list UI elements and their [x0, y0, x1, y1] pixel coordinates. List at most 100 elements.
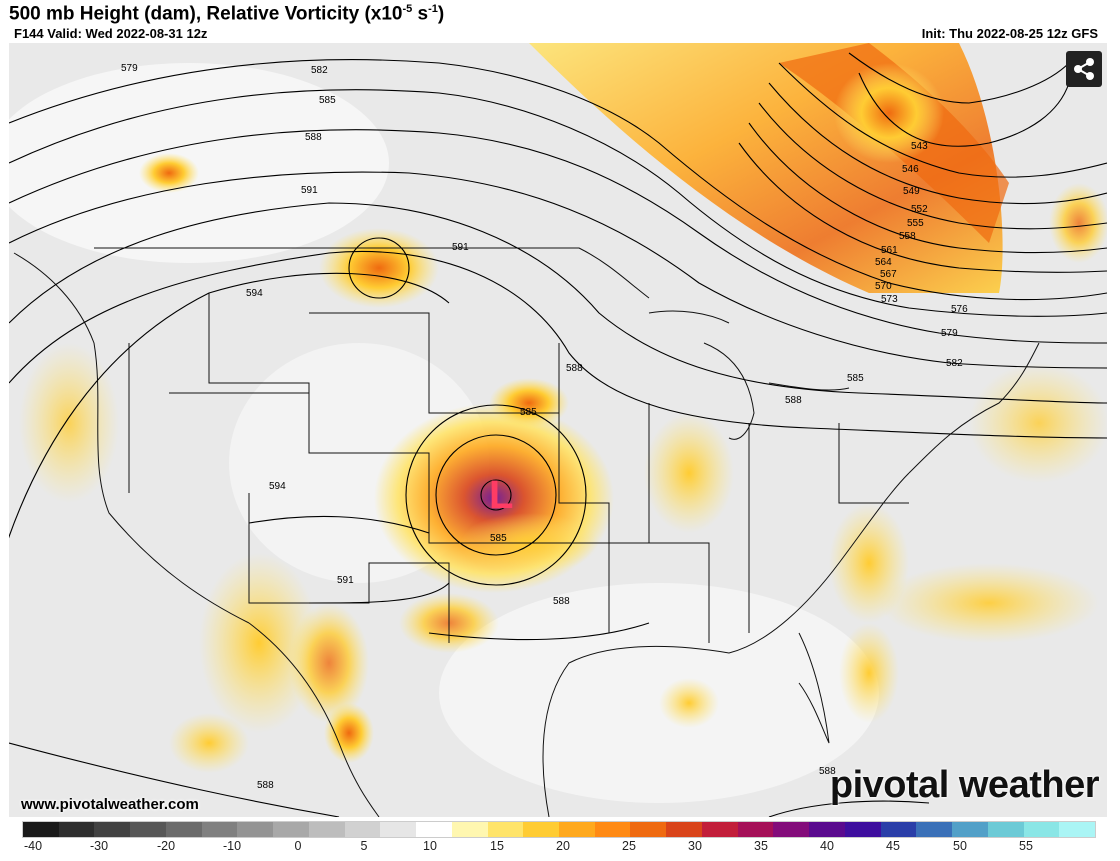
colorbar-swatch	[416, 822, 452, 837]
lake-erie	[768, 382, 850, 391]
lake-michigan	[703, 342, 755, 440]
contour-label-558: 558	[899, 231, 916, 242]
neutral-shade	[439, 583, 879, 803]
colorbar-tick-label: 20	[556, 839, 570, 853]
map-canvas: 579 582 585 588 591 591 594 594 591 585 …	[9, 43, 1107, 817]
contour-label-591: 591	[337, 575, 354, 586]
colorbar-swatch	[594, 822, 631, 837]
title-main: 500 mb Height (dam), Relative Vorticity …	[9, 3, 403, 25]
colorbar-tick-label: 35	[754, 839, 768, 853]
colorbar-tick-label: 25	[622, 839, 636, 853]
colorbar-tick-label: 45	[886, 839, 900, 853]
height-contours	[9, 59, 1107, 817]
title-exponent-2: -1	[428, 3, 438, 15]
state-lines	[748, 423, 909, 633]
contour-label-567: 567	[880, 269, 897, 280]
colorbar-swatch	[344, 822, 381, 837]
contour-label-588: 588	[257, 780, 274, 791]
colorbar-swatch	[23, 822, 59, 837]
title-mid: s	[412, 3, 429, 25]
title-end: )	[437, 3, 445, 25]
colorbar-swatch	[523, 822, 560, 837]
gulf-atlantic-coast	[542, 472, 910, 817]
contour-label-579: 579	[941, 328, 958, 339]
valid-time: F144 Valid: Wed 2022-08-31 12z	[14, 26, 208, 41]
colorbar-swatch	[380, 822, 417, 837]
colorbar-swatch	[58, 822, 95, 837]
share-button[interactable]	[1066, 51, 1102, 87]
contour-label-582: 582	[311, 65, 328, 76]
state-lines	[248, 493, 450, 643]
state-lines	[208, 293, 649, 544]
contour-label-588: 588	[819, 766, 836, 777]
title-exponent-1: -5	[402, 3, 413, 15]
contour-label-591: 591	[301, 185, 318, 196]
colorbar-tick-label: -10	[222, 839, 242, 853]
neutral-shade	[9, 63, 389, 263]
colorbar-swatch	[130, 822, 166, 837]
contour-label-588: 588	[785, 395, 802, 406]
colorbar-swatch	[880, 822, 917, 837]
contour-label-585: 585	[847, 373, 864, 384]
contour-label-579: 579	[121, 63, 138, 74]
colorbar-tick-label: -30	[89, 839, 109, 853]
contour-label-552: 552	[911, 204, 928, 215]
florida-peninsula	[798, 632, 830, 744]
colorbar-ticks: -40 -30 -20 -10 0 5 10 15 20 25 30 35 40 45 50 55	[0, 839, 1120, 857]
contour-label-591: 591	[452, 242, 469, 253]
contour-label-561: 561	[881, 245, 898, 256]
contour-label-543: 543	[911, 141, 928, 152]
colorbar-tick-label: -40	[23, 839, 43, 853]
mexico-pacific-coast	[248, 622, 380, 817]
colorbar-swatch	[487, 822, 524, 837]
contour-label-564: 564	[875, 257, 892, 268]
colorbar-tick-label: -20	[156, 839, 176, 853]
colorbar-swatch	[809, 822, 845, 837]
colorbar-tick-label: 5	[360, 839, 368, 853]
contour-label-588: 588	[305, 132, 322, 143]
colorbar-swatch	[844, 822, 881, 837]
colorbar-tick-label: 30	[688, 839, 702, 853]
lake-superior	[648, 310, 730, 324]
colorbar-swatch	[1023, 822, 1060, 837]
colorbar-swatch	[666, 822, 702, 837]
state-lines	[648, 403, 710, 643]
contour-label-594: 594	[246, 288, 263, 299]
colorbar-tick-label: 55	[1019, 839, 1033, 853]
colorbar-swatch	[273, 822, 309, 837]
west-coastline	[13, 252, 250, 624]
colorbar-tick-label: 50	[953, 839, 967, 853]
share-icon	[1074, 58, 1094, 80]
trough-contours	[738, 52, 1107, 273]
colorbar-swatch	[308, 822, 345, 837]
contour-label-594: 594	[269, 481, 286, 492]
contour-label-588: 588	[566, 363, 583, 374]
canada-border	[94, 247, 650, 299]
chart-title: 500 mb Height (dam), Relative Vorticity …	[9, 3, 444, 25]
colorbar-swatch	[451, 822, 488, 837]
contour-label-585: 585	[490, 533, 507, 544]
weather-map[interactable]: 579 582 585 588 591 591 594 594 591 585 …	[9, 43, 1107, 817]
colorbar-tick-label: 10	[423, 839, 437, 853]
colorbar-swatch	[94, 822, 131, 837]
contour-labels: 579 582 585 588 591 591 594 594 591 585 …	[121, 63, 968, 791]
state-lines	[128, 343, 309, 493]
init-time: Init: Thu 2022-08-25 12z GFS	[921, 26, 1098, 41]
colorbar-tick-label: 15	[490, 839, 504, 853]
colorbar-swatch	[952, 822, 988, 837]
colorbar-swatch	[237, 822, 274, 837]
contour-label-582: 582	[946, 358, 963, 369]
contour-label-570: 570	[875, 281, 892, 292]
colorbar-tick-label: 40	[820, 839, 834, 853]
geography	[13, 247, 1040, 817]
colorbar-swatch	[916, 822, 953, 837]
northeast-coast	[908, 342, 1040, 474]
brand-logo: pivotal weather	[829, 764, 1100, 806]
contour-label-573: 573	[881, 294, 898, 305]
colorbar-swatch	[630, 822, 667, 837]
colorbar-swatch	[701, 822, 738, 837]
contour-label-546: 546	[902, 164, 919, 175]
colorbar-tick-label: 0	[294, 839, 302, 853]
colorbar-swatch	[165, 822, 202, 837]
low-pressure-marker: L	[489, 473, 513, 517]
